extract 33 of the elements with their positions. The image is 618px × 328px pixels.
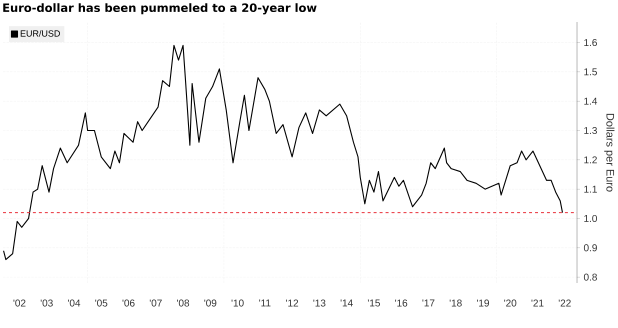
x-tick-label: '13 bbox=[313, 300, 326, 307]
y-tick-label: 0.9 bbox=[584, 244, 597, 252]
x-tick-label: '18 bbox=[450, 300, 462, 307]
y-axis-title: Dollars per Euro bbox=[604, 114, 614, 192]
x-tick-label: '21 bbox=[532, 300, 544, 306]
x-tick-label: '14 bbox=[340, 300, 353, 306]
y-tick-label: 0.8 bbox=[584, 274, 597, 281]
y-tick-label: 1.4 bbox=[584, 98, 598, 105]
y-tick-label: 1.5 bbox=[584, 68, 597, 76]
y-tick-label: 1.3 bbox=[584, 126, 597, 134]
x-tick-label: '09 bbox=[204, 300, 216, 307]
y-tick-label: 1.2 bbox=[584, 156, 597, 164]
y-tick-label: 1.0 bbox=[584, 214, 597, 222]
x-tick-label: '15 bbox=[368, 300, 380, 306]
y-tick-label: 1.1 bbox=[584, 186, 597, 193]
x-tick-label: '20 bbox=[504, 300, 516, 307]
x-tick-label: '19 bbox=[476, 300, 489, 307]
x-tick-label: '05 bbox=[95, 300, 108, 307]
x-tick-label: '16 bbox=[395, 300, 408, 307]
x-tick-label: '08 bbox=[177, 300, 190, 307]
x-tick-label: '06 bbox=[122, 300, 135, 307]
x-tick-label: '10 bbox=[232, 300, 244, 307]
legend-label: EUR/USD bbox=[20, 30, 60, 37]
x-tick-label: '17 bbox=[422, 300, 434, 306]
chart-title: Euro-dollar has been pummeled to a 20-year low bbox=[3, 3, 317, 14]
x-tick-label: '11 bbox=[259, 300, 270, 306]
x-tick-label: '02 bbox=[13, 300, 26, 307]
x-tick-label: '07 bbox=[150, 300, 162, 307]
y-tick-label: 1.6 bbox=[584, 39, 597, 46]
x-tick-label: '03 bbox=[40, 300, 53, 307]
x-tick-label: '12 bbox=[286, 300, 298, 306]
x-tick-label: '04 bbox=[68, 300, 80, 307]
x-tick-label: '22 bbox=[558, 300, 571, 306]
